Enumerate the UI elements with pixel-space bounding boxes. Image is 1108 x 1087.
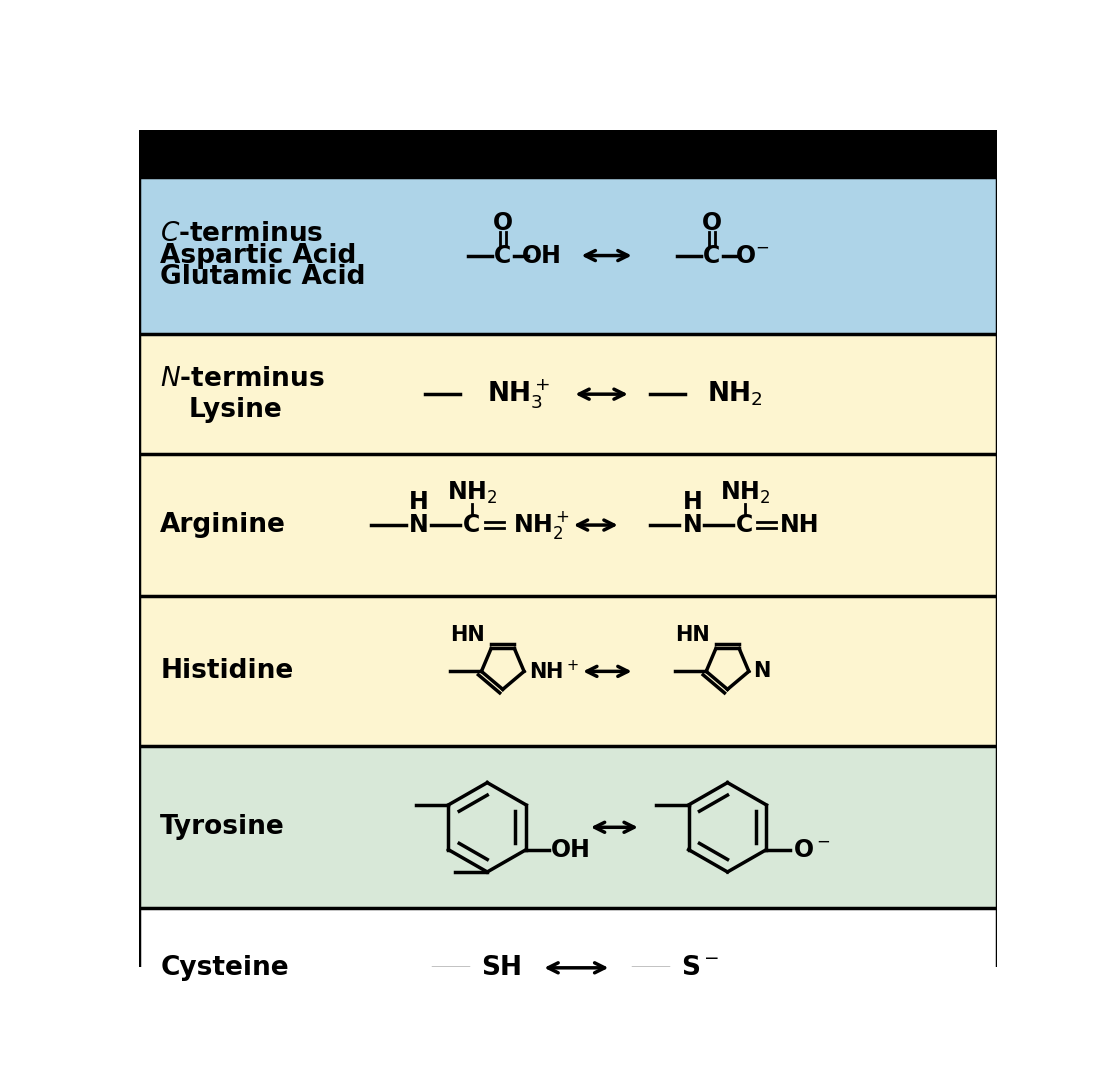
Bar xyxy=(138,747,997,908)
Text: NH: NH xyxy=(780,513,819,537)
Text: N: N xyxy=(409,513,429,537)
Text: N: N xyxy=(683,513,702,537)
Text: O$^{-}$: O$^{-}$ xyxy=(735,243,769,267)
Text: Tyrosine: Tyrosine xyxy=(161,814,285,840)
Text: OH: OH xyxy=(551,838,591,862)
Text: $\mathit{N}$-terminus: $\mathit{N}$-terminus xyxy=(161,365,325,391)
Text: Glutamic Acid: Glutamic Acid xyxy=(161,264,366,290)
Text: NH$_3^+$: NH$_3^+$ xyxy=(486,377,550,411)
Text: OH: OH xyxy=(522,243,562,267)
Text: O: O xyxy=(702,211,722,235)
Text: C: C xyxy=(494,243,512,267)
Text: Aspartic Acid: Aspartic Acid xyxy=(161,242,357,268)
Text: HN: HN xyxy=(675,625,710,645)
Bar xyxy=(138,597,997,747)
Text: C: C xyxy=(463,513,481,537)
Text: NH$_2$: NH$_2$ xyxy=(707,380,763,409)
Text: O: O xyxy=(493,211,513,235)
Text: HN: HN xyxy=(450,625,485,645)
Bar xyxy=(138,908,997,1027)
Text: NH$^+$: NH$^+$ xyxy=(529,660,578,683)
Text: C: C xyxy=(736,513,753,537)
Bar xyxy=(138,177,997,335)
Text: C: C xyxy=(704,243,720,267)
Text: NH$_2$: NH$_2$ xyxy=(719,479,770,505)
Bar xyxy=(138,454,997,597)
Text: SH: SH xyxy=(481,954,522,980)
Text: Cysteine: Cysteine xyxy=(161,954,289,980)
Text: $\mathit{C}$-terminus: $\mathit{C}$-terminus xyxy=(161,221,324,247)
Text: NH$_2^+$: NH$_2^+$ xyxy=(513,509,570,541)
Bar xyxy=(138,130,997,177)
Text: Histidine: Histidine xyxy=(161,659,294,685)
Text: S$^-$: S$^-$ xyxy=(681,954,719,980)
Text: Lysine: Lysine xyxy=(188,397,283,423)
Text: H: H xyxy=(683,490,702,514)
Text: N: N xyxy=(753,661,771,682)
Text: NH$_2$: NH$_2$ xyxy=(447,479,496,505)
Text: Arginine: Arginine xyxy=(161,512,286,538)
Bar xyxy=(138,335,997,454)
Text: O$^-$: O$^-$ xyxy=(792,838,830,862)
Text: H: H xyxy=(409,490,429,514)
